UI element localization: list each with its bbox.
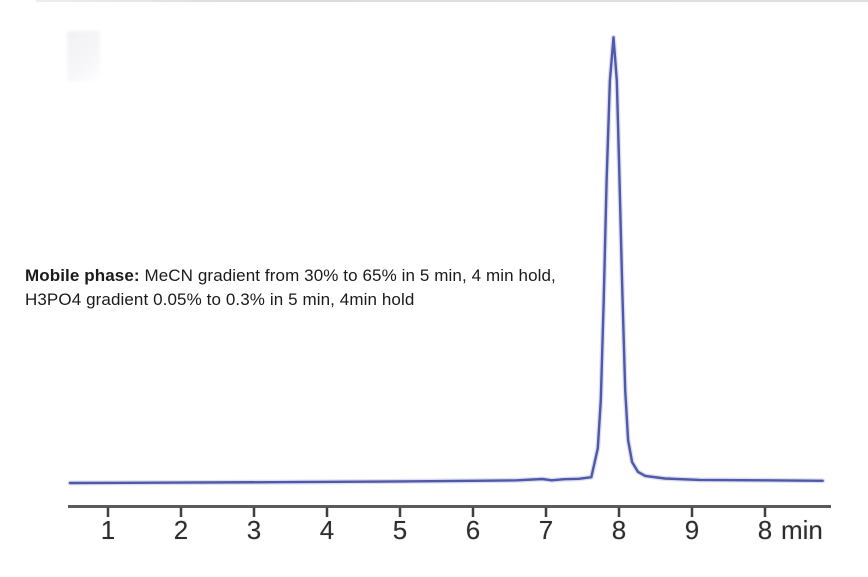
trace-line	[68, 36, 824, 485]
x-tick-label: 7	[538, 515, 554, 545]
x-tick-label: 8	[757, 515, 773, 545]
x-axis	[68, 505, 831, 517]
x-tick-label: 3	[246, 515, 262, 545]
mobile-phase-line2: H3PO4 gradient 0.05% to 0.3% in 5 min, 4…	[25, 290, 415, 309]
corner-smudge-artifact	[67, 31, 100, 81]
x-tick-label: 2	[173, 515, 189, 545]
mobile-phase-label: Mobile phase:	[25, 266, 140, 285]
x-tick-label: 8	[611, 515, 627, 545]
x-tick-label: 9	[684, 515, 700, 545]
chromatogram-trace	[67, 34, 826, 486]
x-tick-label: 4	[319, 515, 335, 545]
x-tick-label: 6	[465, 515, 481, 545]
mobile-phase-line1: MeCN gradient from 30% to 65% in 5 min, …	[139, 266, 556, 285]
trace-halo	[67, 34, 826, 486]
mobile-phase-annotation: Mobile phase: MeCN gradient from 30% to …	[25, 264, 585, 312]
x-axis-ticks	[106, 507, 767, 517]
x-tick-label: 1	[100, 515, 116, 545]
top-edge-artifact	[36, 0, 868, 2]
x-axis-unit-label: min	[781, 515, 823, 545]
x-tick-label: 5	[392, 515, 408, 545]
